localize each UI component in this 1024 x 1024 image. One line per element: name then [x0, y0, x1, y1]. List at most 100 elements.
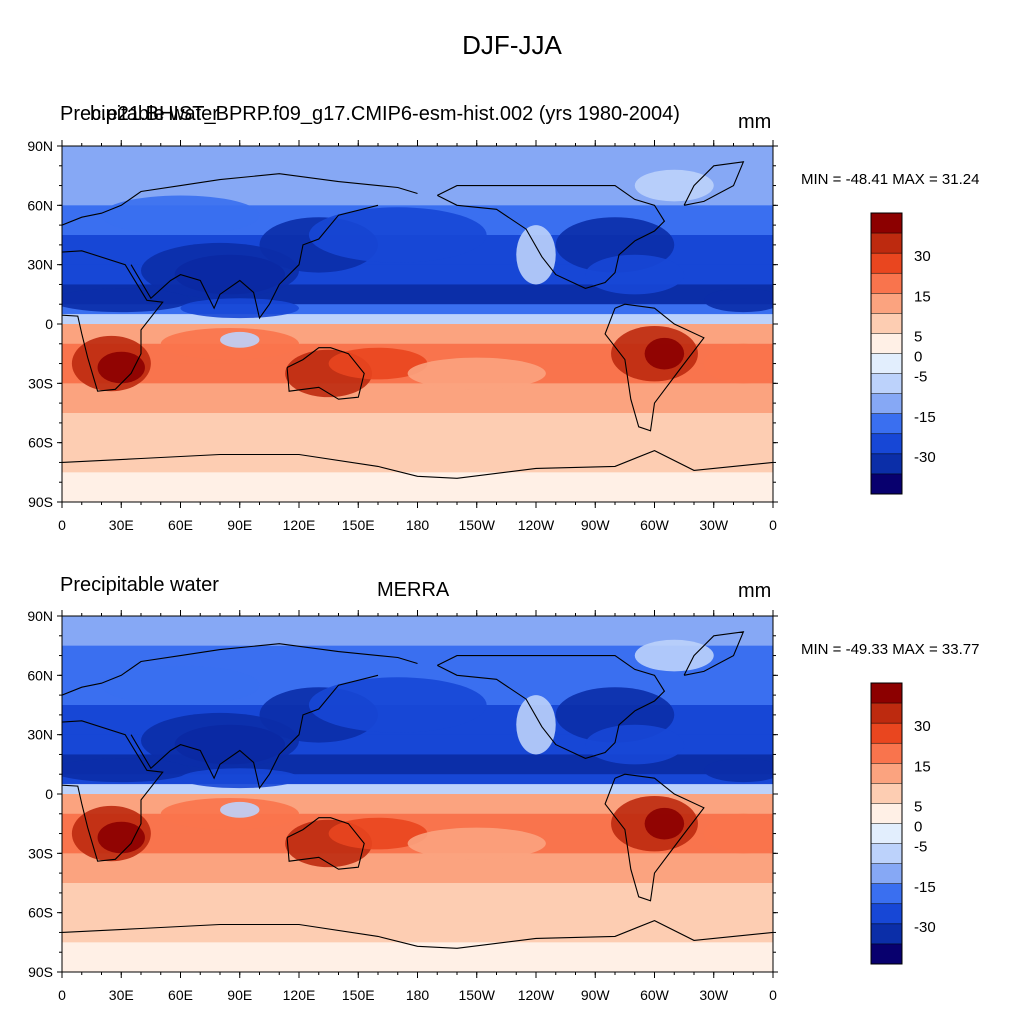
coastline: [437, 185, 666, 289]
lat-label: 60S: [28, 435, 53, 451]
anomaly-region: [703, 343, 773, 384]
colorbar-label: 15: [914, 288, 931, 305]
anomaly-region: [644, 807, 685, 840]
coastline: [62, 643, 418, 696]
zonal-band: [62, 616, 773, 647]
colorbar-swatch: [871, 253, 902, 274]
colorbar-swatch: [871, 823, 902, 844]
coastline: [62, 919, 773, 949]
colorbar-label: -5: [914, 369, 927, 386]
lon-label: 60E: [168, 517, 193, 533]
lon-label: 120E: [283, 987, 316, 1003]
lon-label: 30W: [699, 987, 729, 1003]
anomaly-region: [97, 821, 145, 854]
anomaly-region: [180, 768, 299, 789]
anomaly-region: [634, 169, 714, 202]
anomaly-region: [703, 813, 773, 854]
coastline: [286, 347, 365, 400]
colorbar-swatch: [871, 213, 902, 234]
colorbar-label: 5: [914, 799, 922, 816]
colorbar-swatch: [871, 863, 902, 885]
colorbar-swatch: [871, 353, 902, 374]
anomaly-region: [101, 195, 260, 236]
lon-label: 180: [406, 517, 430, 533]
figure-title: DJF-JJA: [462, 30, 562, 60]
map-panel-1: 90N 60N 30N 0 30S 60S 90S 0 30E 60E 90E 120E 150E 180…: [27, 138, 935, 533]
anomaly-region: [703, 758, 773, 783]
panel1-case-title: b.e21.BHIST_BPRP.f09_g17.CMIP6-esm-hist.…: [90, 103, 680, 125]
panel1-units: mm: [738, 111, 772, 133]
anomaly-region: [62, 758, 191, 783]
panel1-minmax: MIN = -48.41 MAX = 31.24: [801, 171, 980, 188]
anomaly-region: [220, 801, 260, 818]
zonal-band: [62, 383, 773, 414]
lat-label: 90N: [27, 608, 53, 624]
anomaly-region: [141, 712, 299, 769]
colorbar-swatch: [871, 803, 902, 824]
lat-label: 90S: [28, 964, 53, 980]
zonal-band: [62, 883, 773, 914]
anomaly-region: [62, 288, 191, 313]
lon-label: 120W: [518, 987, 555, 1003]
panel1-variable-title: Precipitable water: [60, 103, 219, 125]
colorbar-swatch: [871, 743, 902, 764]
zonal-band: [62, 472, 773, 502]
colorbar-swatch: [871, 883, 902, 905]
colorbar-swatch: [871, 453, 902, 475]
lat-label: 30S: [28, 845, 53, 861]
lon-label: 90E: [227, 987, 252, 1003]
lon-label: 90W: [581, 517, 611, 533]
map-field-2: [62, 616, 773, 972]
coastline: [62, 449, 773, 479]
colorbar-swatch: [871, 313, 902, 334]
colorbar-swatch: [871, 723, 902, 744]
colorbar-swatch: [871, 783, 902, 804]
anomaly-region: [407, 827, 546, 860]
zonal-band: [62, 314, 773, 325]
panel2-case-title: MERRA: [377, 579, 450, 601]
lon-label: 150E: [342, 987, 375, 1003]
coastline: [683, 161, 745, 206]
colorbar-label: 0: [914, 349, 922, 366]
coastline: [130, 674, 379, 790]
lat-label: 30S: [28, 375, 53, 391]
colorbar-label: 0: [914, 819, 922, 836]
colorbar-swatch: [871, 433, 902, 455]
colorbar-swatch: [871, 763, 902, 784]
zonal-band: [62, 774, 773, 785]
anomaly-region: [101, 665, 260, 705]
lon-label: 60W: [640, 987, 670, 1003]
anomaly-region: [703, 288, 773, 313]
anomaly-region: [328, 347, 428, 380]
panel2-variable-title: Precipitable water: [60, 574, 219, 596]
coastline: [62, 173, 418, 226]
panel2-units: mm: [738, 580, 772, 602]
panel2-minmax: MIN = -49.33 MAX = 33.77: [801, 641, 980, 658]
coastline: [683, 631, 745, 676]
colorbar-label: -15: [914, 879, 936, 896]
colorbar-label: 15: [914, 758, 931, 775]
anomaly-region: [407, 357, 546, 390]
lon-label: 30E: [109, 987, 134, 1003]
coastline: [604, 303, 705, 432]
map-field-1: [62, 146, 773, 502]
lat-label: 90S: [28, 494, 53, 510]
anomaly-region: [634, 639, 714, 672]
colorbar-2: 30 15 5 0 -5 -15 -30: [870, 682, 936, 965]
colorbar-swatch: [871, 293, 902, 314]
zonal-band: [62, 442, 773, 473]
colorbar-swatch: [871, 703, 902, 724]
lon-label: 0: [769, 517, 777, 533]
anomaly-region: [308, 677, 487, 733]
colorbar-swatch: [871, 903, 902, 925]
lon-label: 0: [769, 987, 777, 1003]
colorbar-swatch: [871, 413, 902, 435]
lat-label: 90N: [27, 138, 53, 154]
zonal-band: [62, 942, 773, 972]
lon-label: 60E: [168, 987, 193, 1003]
coastline: [130, 204, 379, 320]
lon-label: 150E: [342, 517, 375, 533]
colorbar-label: -15: [914, 409, 936, 426]
colorbar-label: 30: [914, 718, 931, 735]
